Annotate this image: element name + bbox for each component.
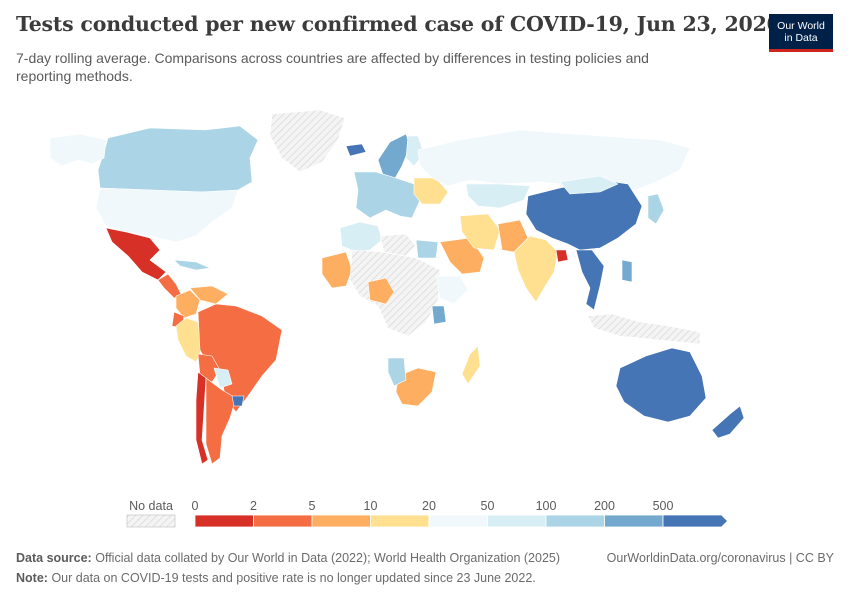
legend-bin-4[interactable] <box>428 514 488 528</box>
logo-line-2: in Data <box>784 31 818 44</box>
world-map <box>49 109 745 465</box>
region-namibia[interactable] <box>387 357 407 387</box>
region-iran[interactable] <box>459 213 501 251</box>
source-label: Data source: <box>16 551 92 565</box>
region-iceland[interactable] <box>345 143 367 157</box>
legend-bin-7[interactable] <box>604 514 664 528</box>
region-kenya[interactable] <box>431 305 447 325</box>
region-australia[interactable] <box>615 347 707 423</box>
region-ethiopia[interactable] <box>435 275 469 305</box>
logo-line-1: Our World <box>777 19 825 32</box>
region-canada[interactable] <box>97 125 259 193</box>
legend-tick-label: 10 <box>364 499 378 513</box>
region-russia[interactable] <box>417 129 691 191</box>
color-legend: No data 0 2 5 10 20 50 100 200 500 <box>126 499 729 528</box>
legend-tick-label: 2 <box>250 499 257 513</box>
region-libya[interactable] <box>379 233 417 257</box>
source-text: Official data collated by Our World in D… <box>95 551 561 565</box>
region-new-zealand[interactable] <box>711 405 745 439</box>
region-venezuela[interactable] <box>189 285 229 305</box>
legend-tick-label: 50 <box>481 499 495 513</box>
legend-tick-label: 200 <box>594 499 615 513</box>
legend-tick-label: 20 <box>422 499 436 513</box>
region-western-europe[interactable] <box>353 171 421 219</box>
region-indonesia[interactable] <box>587 313 701 345</box>
note-label: Note: <box>16 571 48 585</box>
note-line: Note: Our data on COVID-19 tests and pos… <box>16 568 834 588</box>
region-central-america[interactable] <box>157 273 183 299</box>
legend-tick-label: 5 <box>309 499 316 513</box>
region-egypt[interactable] <box>415 239 439 259</box>
region-alaska[interactable] <box>49 133 107 167</box>
region-bolivia[interactable] <box>197 353 221 383</box>
region-uruguay[interactable] <box>231 395 245 407</box>
region-india[interactable] <box>513 235 559 303</box>
region-kazakhstan[interactable] <box>465 183 531 209</box>
legend-no-data-swatch <box>126 514 176 528</box>
legend-tick-label: 500 <box>653 499 674 513</box>
region-madagascar[interactable] <box>461 345 481 385</box>
chart-subtitle: 7-day rolling average. Comparisons acros… <box>16 50 649 84</box>
region-japan[interactable] <box>647 193 665 225</box>
legend-bin-2[interactable] <box>311 514 371 528</box>
legend-bin-6[interactable] <box>545 514 605 528</box>
region-mongolia[interactable] <box>559 175 619 195</box>
legend-bin-5[interactable] <box>487 514 547 528</box>
region-chile[interactable] <box>195 371 209 465</box>
legend-bin-1[interactable] <box>253 514 313 528</box>
region-mexico[interactable] <box>105 227 167 281</box>
legend-tick-label: 100 <box>536 499 557 513</box>
source-link[interactable]: OurWorldinData.org/coronavirus | CC BY <box>606 551 834 565</box>
legend-no-data-label: No data <box>129 499 173 513</box>
region-central-africa[interactable] <box>349 249 441 337</box>
region-west-africa[interactable] <box>321 251 353 289</box>
region-colombia[interactable] <box>175 289 201 319</box>
source-line: Data source: Official data collated by O… <box>16 548 834 568</box>
legend-bin-3[interactable] <box>370 514 430 528</box>
chart-title: Tests conducted per new confirmed case o… <box>16 12 781 36</box>
region-paraguay[interactable] <box>213 367 233 389</box>
region-cuba[interactable] <box>173 259 211 271</box>
region-argentina[interactable] <box>205 377 237 465</box>
note-text: Our data on COVID-19 tests and positive … <box>51 571 536 585</box>
footer: Data source: Official data collated by O… <box>16 548 834 588</box>
region-scandinavia[interactable] <box>377 133 411 181</box>
region-usa[interactable] <box>95 187 239 243</box>
region-southeast-asia[interactable] <box>575 249 605 311</box>
region-peru[interactable] <box>175 317 205 363</box>
region-north-africa-west[interactable] <box>339 221 383 253</box>
owid-logo[interactable]: Our World in Data <box>769 14 833 52</box>
region-philippines[interactable] <box>621 259 633 283</box>
legend-bin-0[interactable] <box>194 514 254 528</box>
region-greenland[interactable] <box>269 109 346 173</box>
region-nigeria[interactable] <box>367 277 395 305</box>
legend-bin-8[interactable] <box>662 514 729 528</box>
region-bangladesh[interactable] <box>555 249 569 263</box>
legend-tick-label: 0 <box>192 499 199 513</box>
